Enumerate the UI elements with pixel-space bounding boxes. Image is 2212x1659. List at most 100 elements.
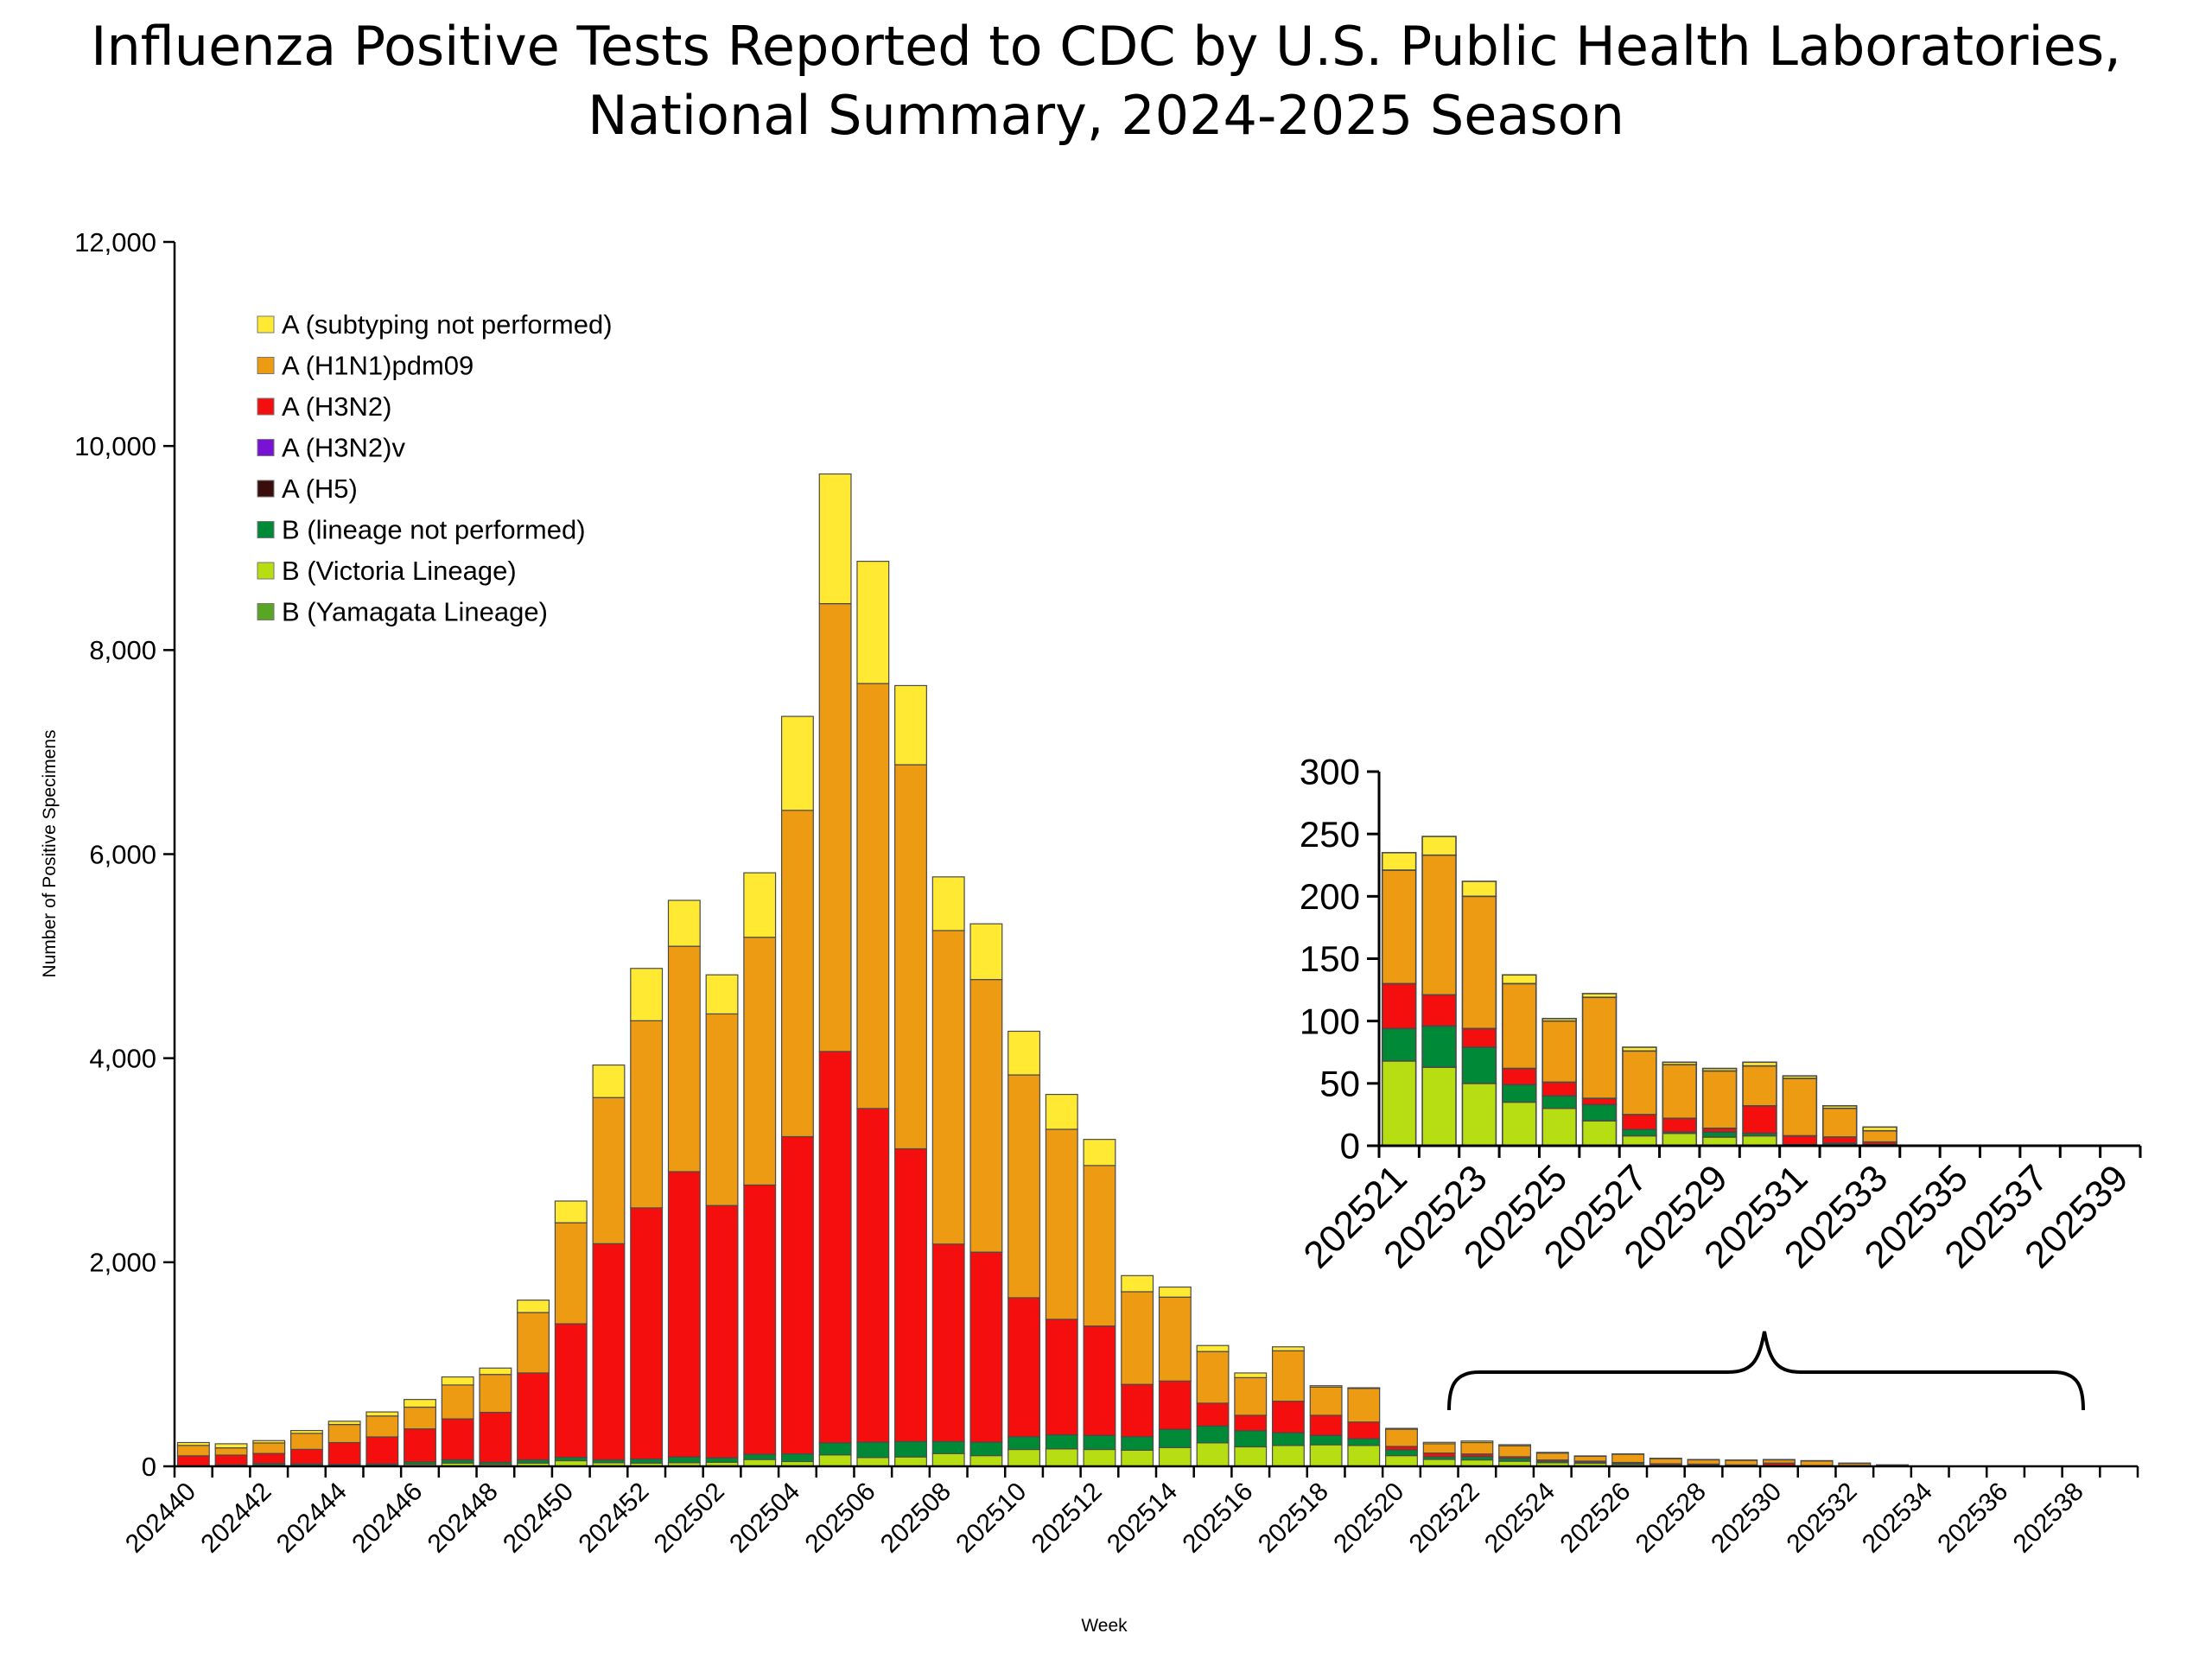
bar-a-h1n1-pdm09-202525 [1541, 1020, 1577, 1084]
bar-b-lineage-not-performed-202526 [1581, 1103, 1618, 1122]
bar-a-subtyping-not-performed-202507 [894, 684, 927, 766]
bar-a-subtyping-not-performed-202440 [176, 1441, 210, 1446]
bar-a-subtyping-not-performed-202502 [705, 974, 739, 1015]
bar-a-h3n2-202522 [1421, 994, 1457, 1027]
legend-label: B (Victoria Lineage) [282, 556, 517, 586]
bar-a-subtyping-not-performed-202441 [214, 1443, 248, 1449]
bar-a-subtyping-not-performed-202533 [1862, 1126, 1897, 1132]
x-tick-label-202450: 202450 [498, 1478, 579, 1559]
bar-b-victoria-lineage-202529 [1701, 1136, 1738, 1147]
x-tick-label-202448: 202448 [423, 1478, 504, 1559]
bar-b-victoria-lineage-202528 [1662, 1132, 1698, 1147]
bar-a-subtyping-not-performed-202523 [1498, 1444, 1532, 1446]
bar-a-subtyping-not-performed-202510 [1007, 1030, 1041, 1076]
bar-b-lineage-not-performed-202510 [1007, 1436, 1041, 1451]
bar-b-lineage-not-performed-202511 [1045, 1433, 1078, 1450]
bar-a-h3n2-202519 [1347, 1421, 1381, 1440]
bar-a-h1n1-pdm09-202530 [1742, 1065, 1777, 1107]
legend-swatch-a-h3n2-v [257, 439, 275, 456]
bar-a-subtyping-not-performed-202503 [743, 872, 777, 938]
x-tick-label-202504: 202504 [724, 1478, 805, 1559]
bar-a-subtyping-not-performed-202528 [1687, 1459, 1720, 1461]
bar-a-subtyping-not-performed-202529 [1701, 1067, 1738, 1072]
bar-a-h3n2-202446 [404, 1428, 436, 1463]
bar-a-h1n1-pdm09-202441 [214, 1447, 248, 1456]
bar-b-victoria-lineage-202505 [818, 1454, 852, 1467]
bar-a-h1n1-pdm09-202518 [1309, 1386, 1343, 1416]
bar-a-subtyping-not-performed-202444 [327, 1421, 361, 1426]
bar-a-h3n2-202524 [1502, 1067, 1537, 1086]
legend-swatch-a-h5 [257, 480, 275, 498]
bar-b-victoria-lineage-202523 [1461, 1083, 1497, 1147]
bar-a-subtyping-not-performed-202530 [1742, 1061, 1777, 1067]
bar-a-subtyping-not-performed-202450 [554, 1200, 588, 1224]
bar-b-lineage-not-performed-202529 [1701, 1131, 1738, 1138]
bar-a-subtyping-not-performed-202530 [1762, 1459, 1796, 1461]
bar-b-victoria-lineage-202508 [931, 1452, 965, 1467]
bar-a-h1n1-pdm09-202509 [969, 979, 1003, 1253]
y-tick-label: 300 [1300, 752, 1360, 792]
bar-a-h3n2-202502 [705, 1205, 739, 1459]
y-tick-label: 100 [1300, 1001, 1360, 1041]
x-tick-label-202538: 202538 [2008, 1478, 2089, 1559]
bar-a-subtyping-not-performed-202445 [365, 1411, 399, 1417]
bar-a-subtyping-not-performed-202512 [1083, 1139, 1116, 1166]
bar-a-h3n2-202510 [1007, 1297, 1041, 1438]
chart-title-line1: Influenza Positive Tests Reported to CDC… [91, 15, 2121, 78]
bar-a-subtyping-not-performed-202525 [1573, 1455, 1607, 1458]
bar-a-h1n1-pdm09-202522 [1421, 854, 1457, 996]
bar-a-subtyping-not-performed-202525 [1541, 1017, 1577, 1022]
bar-a-subtyping-not-performed-202513 [1121, 1274, 1154, 1293]
bar-a-h3n2-202508 [931, 1243, 965, 1442]
legend-label: A (H3N2)v [282, 433, 405, 463]
bar-b-lineage-not-performed-202520 [1385, 1449, 1418, 1457]
bar-b-victoria-lineage-202514 [1158, 1446, 1192, 1467]
bar-a-h1n1-pdm09-202517 [1271, 1350, 1305, 1402]
bar-a-subtyping-not-performed-202532 [1838, 1462, 1872, 1465]
bar-a-subtyping-not-performed-202501 [667, 899, 701, 947]
bar-a-subtyping-not-performed-202524 [1502, 974, 1537, 985]
bar-a-h1n1-pdm09-202524 [1535, 1452, 1569, 1461]
legend-swatch-a-h3n2 [257, 397, 275, 416]
x-tick-label-202446: 202446 [346, 1478, 428, 1559]
bar-b-lineage-not-performed-202452 [630, 1459, 664, 1464]
legend: A (subtyping not performed) A (H1N1)pdm09… [257, 309, 613, 627]
bar-a-subtyping-not-performed-202505 [818, 473, 852, 605]
bar-a-h1n1-pdm09-202503 [743, 937, 777, 1186]
x-tick-label-202442: 202442 [195, 1478, 276, 1559]
bar-a-subtyping-not-performed-202518 [1309, 1385, 1343, 1388]
bar-a-h1n1-pdm09-202445 [365, 1415, 399, 1438]
bar-a-h3n2-202444 [327, 1441, 361, 1465]
bar-a-subtyping-not-performed-202442 [252, 1440, 286, 1444]
bar-a-h3n2-202526 [1581, 1097, 1618, 1106]
y-tick-label: 8,000 [89, 635, 156, 665]
bar-a-h3n2-202501 [667, 1171, 701, 1458]
x-tick-label-202512: 202512 [1027, 1478, 1108, 1559]
bar-b-lineage-not-performed-202518 [1309, 1434, 1343, 1446]
x-tick-label-202526: 202526 [1554, 1478, 1636, 1559]
bar-b-lineage-not-performed-202504 [780, 1452, 814, 1463]
bar-a-h3n2-202520 [1385, 1446, 1418, 1451]
bar-b-victoria-lineage-202525 [1541, 1107, 1577, 1147]
x-tick-label-202528: 202528 [1630, 1478, 1712, 1559]
bar-b-lineage-not-performed-202515 [1196, 1425, 1230, 1444]
bar-a-h3n2-202517 [1271, 1401, 1305, 1433]
y-tick-label: 200 [1300, 876, 1360, 917]
bar-a-h1n1-pdm09-202442 [252, 1442, 286, 1454]
bar-a-h1n1-pdm09-202513 [1121, 1291, 1154, 1385]
legend-label: A (H3N2) [282, 391, 391, 422]
bar-a-subtyping-not-performed-202451 [592, 1064, 626, 1098]
bar-a-h1n1-pdm09-202531 [1782, 1077, 1818, 1137]
bar-a-h1n1-pdm09-202450 [554, 1222, 588, 1325]
y-tick-label: 0 [1340, 1126, 1360, 1166]
legend-label: A (H1N1)pdm09 [282, 351, 474, 381]
bar-a-h1n1-pdm09-202524 [1502, 982, 1537, 1070]
bar-a-h1n1-pdm09-202506 [856, 683, 890, 1109]
y-tick-label: 250 [1300, 814, 1360, 855]
x-tick-label-202534: 202534 [1857, 1478, 1938, 1559]
bar-a-h1n1-pdm09-202501 [667, 945, 701, 1173]
bar-a-h3n2-202531 [1782, 1135, 1818, 1146]
bar-a-subtyping-not-performed-202526 [1611, 1452, 1645, 1455]
bar-a-h3n2-202441 [214, 1454, 248, 1465]
